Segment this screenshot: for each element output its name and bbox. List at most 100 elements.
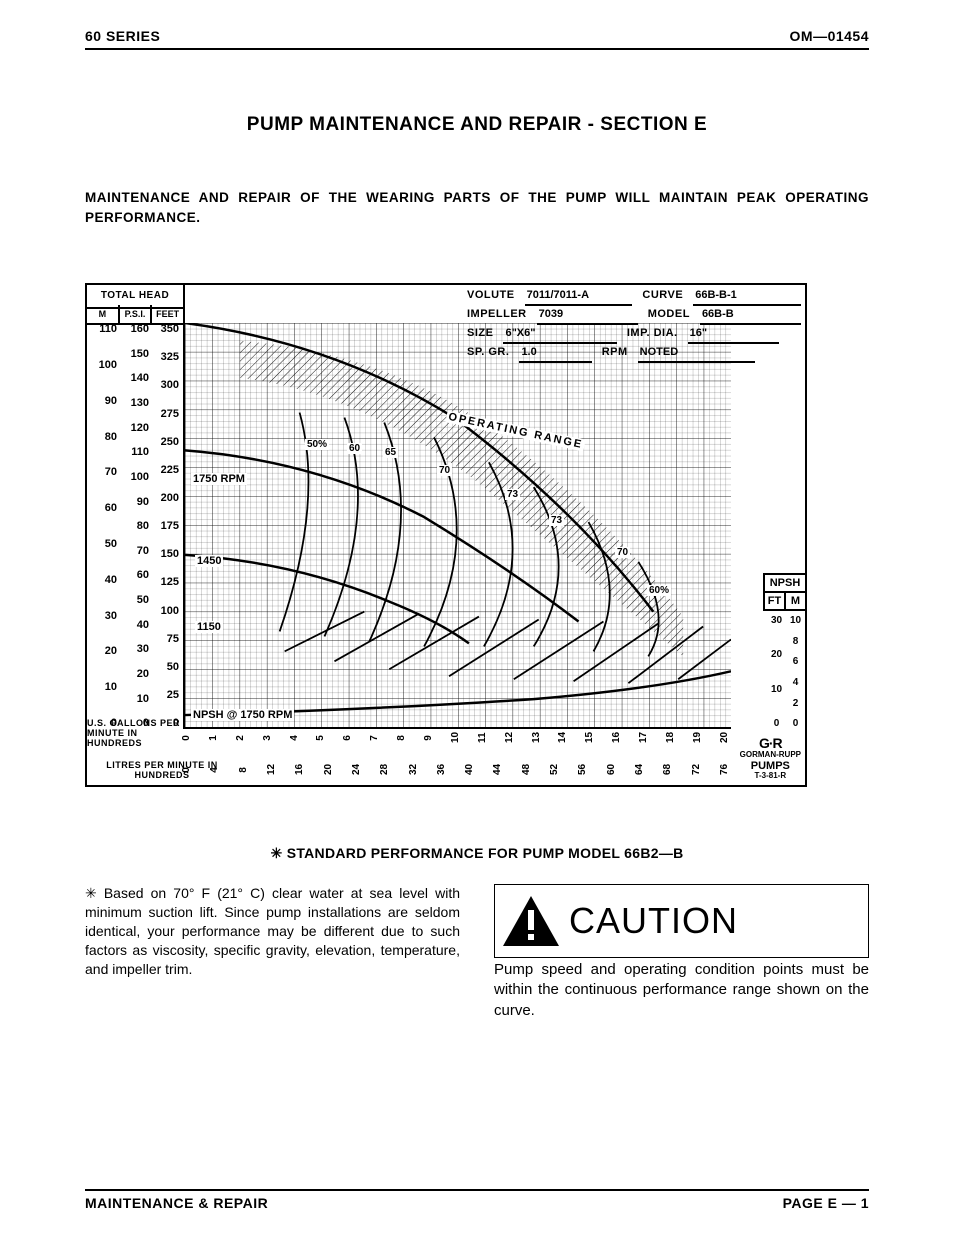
tick-label: 100 — [87, 359, 119, 371]
tick-label: 20 — [87, 645, 119, 657]
npsh-title: NPSH — [765, 575, 805, 593]
tick-label: 3 — [262, 733, 276, 743]
tick-label: 52 — [549, 765, 563, 775]
tick-label: 7 — [369, 733, 383, 743]
intro-paragraph: MAINTENANCE AND REPAIR OF THE WEARING PA… — [85, 188, 869, 227]
tick-label: 10 — [450, 733, 464, 743]
tick-label: 10 — [87, 681, 119, 693]
tick-label: 300 — [151, 379, 181, 391]
x-axis-gpm: 01234567891011121314151617181920 — [183, 731, 731, 745]
tick-label: 60 — [87, 502, 119, 514]
y-axis-psi: 1601501401301201101009080706050403020100 — [119, 323, 151, 729]
tick-label: 13 — [531, 733, 545, 743]
tick-label: 30 — [87, 610, 119, 622]
footer-left: MAINTENANCE & REPAIR — [85, 1195, 268, 1211]
eff-65-label: 65 — [383, 447, 398, 458]
tick-label: 40 — [464, 765, 478, 775]
tick-label: 17 — [638, 733, 652, 743]
tick-label: 15 — [584, 733, 598, 743]
rpm-1450-label: 1450 — [195, 555, 223, 567]
eff-60-label: 60 — [347, 443, 362, 454]
brand-logo: G·R — [740, 736, 801, 751]
y-axis-feet: 3503253002752502252001751501251007550250 — [151, 323, 181, 729]
tick-label: 16 — [611, 733, 625, 743]
tick-label: 150 — [151, 548, 181, 560]
tick-label: 72 — [691, 765, 705, 775]
tick-label: 76 — [719, 765, 733, 775]
tick-label: 4 — [786, 677, 805, 688]
eff-50-label: 50% — [305, 439, 329, 450]
x-label-gpm: U.S. GALLONS PER MINUTE IN HUNDREDS — [87, 719, 183, 749]
tick-label: 5 — [315, 733, 329, 743]
tick-label: 20 — [119, 668, 151, 680]
tick-label: 14 — [557, 733, 571, 743]
tick-label: 70 — [119, 545, 151, 557]
footer-rule — [85, 1189, 869, 1191]
npsh-box: NPSH FT M — [763, 573, 807, 611]
tick-label: 2 — [235, 733, 249, 743]
tick-label: 0 — [181, 733, 195, 743]
caption-prefix: ✳ — [270, 845, 286, 861]
tick-label: 48 — [521, 765, 535, 775]
npsh-unit-ft: FT — [765, 593, 786, 609]
tick-label: 30 — [119, 643, 151, 655]
page-header: 60 SERIES OM—01454 — [85, 28, 869, 44]
footer-right: PAGE E — 1 — [783, 1195, 869, 1211]
tick-label: 9 — [423, 733, 437, 743]
tick-label: 11 — [477, 733, 491, 743]
brand-code: T-3-81-R — [740, 772, 801, 781]
eff-70-label: 70 — [437, 465, 452, 476]
tick-label: 150 — [119, 348, 151, 360]
performance-chart: TOTAL HEAD M P.S.I. FEET 110100908070605… — [85, 283, 807, 787]
npsh-axis-m: 1086420 — [786, 615, 805, 729]
tick-label: 32 — [408, 765, 422, 775]
tick-label: 4 — [289, 733, 303, 743]
tick-label: 24 — [351, 765, 365, 775]
y-unit-psi: P.S.I. — [120, 305, 153, 323]
tick-label: 110 — [87, 323, 119, 335]
tick-label: 10 — [119, 693, 151, 705]
tick-label: 18 — [665, 733, 679, 743]
y-axis-unit-header: M P.S.I. FEET — [85, 305, 185, 325]
tick-label: 0 — [181, 765, 195, 775]
tick-label: 75 — [151, 633, 181, 645]
npsh-right-axis: 3020100 1086420 — [767, 615, 805, 729]
tick-label: 64 — [634, 765, 648, 775]
eff-60b-label: 60% — [647, 585, 671, 596]
tick-label: 40 — [87, 574, 119, 586]
tick-label: 25 — [151, 689, 181, 701]
y-axis-metres: 1101009080706050403020100 — [87, 323, 119, 729]
tick-label: 90 — [119, 496, 151, 508]
npsh-unit-m: M — [786, 593, 805, 609]
tick-label: 8 — [238, 765, 252, 775]
tick-label: 4 — [209, 765, 223, 775]
tick-label: 12 — [266, 765, 280, 775]
tick-label: 100 — [151, 605, 181, 617]
tick-label: 16 — [294, 765, 308, 775]
warning-triangle-icon — [501, 894, 561, 948]
tick-label: 50 — [119, 594, 151, 606]
chart-caption: ✳ STANDARD PERFORMANCE FOR PUMP MODEL 66… — [85, 845, 869, 862]
tick-label: 200 — [151, 492, 181, 504]
tick-label: 30 — [767, 615, 786, 626]
brand-line1: GORMAN-RUPP — [740, 751, 801, 760]
caution-column: CAUTION Pump speed and operating conditi… — [494, 884, 869, 1021]
tick-label: 2 — [786, 698, 805, 709]
tick-label: 275 — [151, 408, 181, 420]
rpm-1750-label: 1750 RPM — [191, 473, 247, 485]
tick-label: 36 — [436, 765, 450, 775]
tick-label: 28 — [379, 765, 393, 775]
x-axis-litres: 0481216202428323640444852566064687276 — [183, 763, 731, 777]
curve-value: 66B-B-1 — [693, 287, 801, 306]
tick-label: 8 — [396, 733, 410, 743]
tick-label: 70 — [87, 466, 119, 478]
tick-label: 350 — [151, 323, 181, 335]
tick-label: 80 — [87, 431, 119, 443]
header-series: 60 SERIES — [85, 28, 160, 44]
header-rule — [85, 48, 869, 50]
tick-label: 0 — [786, 718, 805, 729]
tick-label: 68 — [662, 765, 676, 775]
tick-label: 0 — [767, 718, 786, 729]
volute-label: VOLUTE — [467, 287, 515, 306]
y-unit-m: M — [87, 305, 120, 323]
